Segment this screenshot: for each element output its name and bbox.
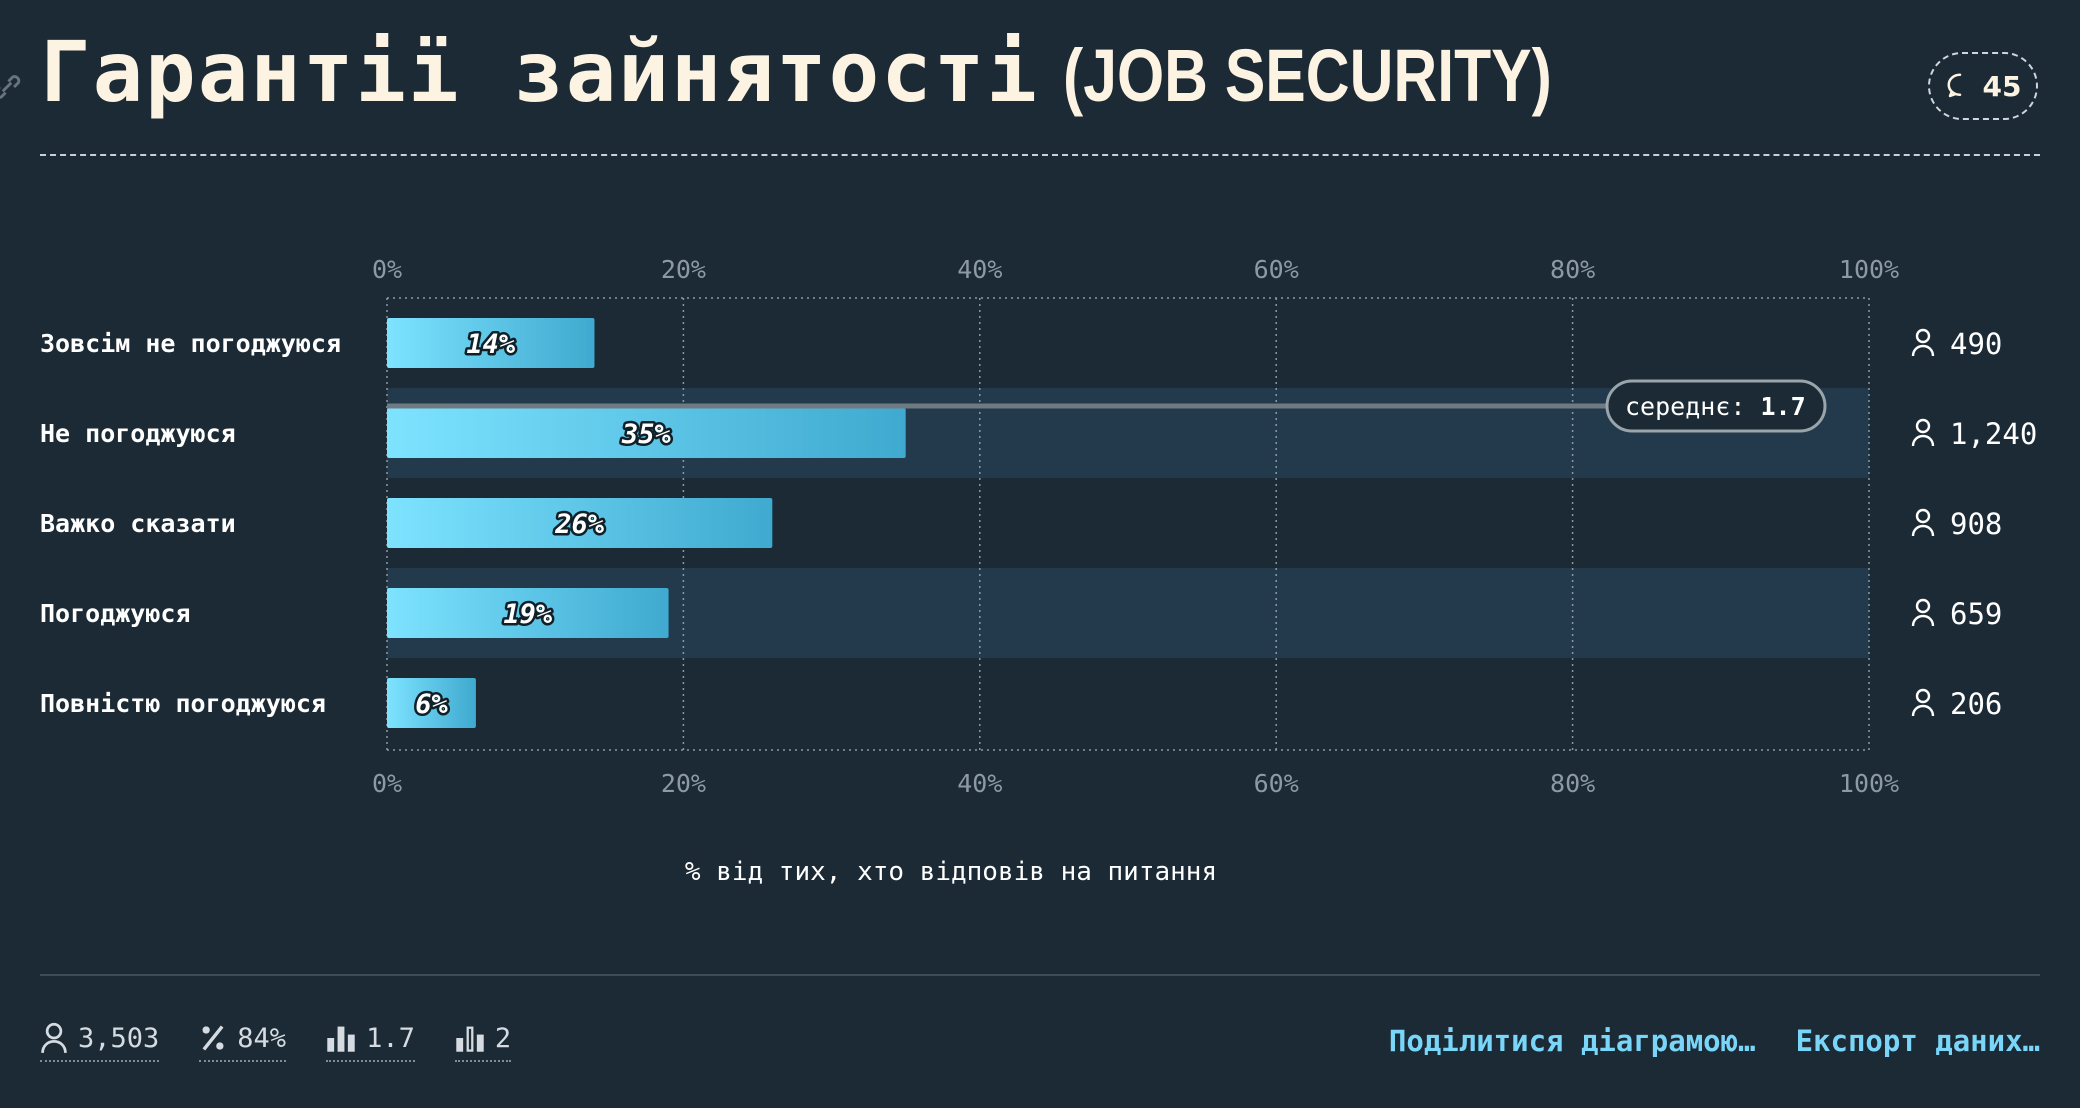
- response-rate-stat[interactable]: 84%: [199, 1022, 287, 1062]
- tick-label-top: 20%: [661, 255, 706, 284]
- mean-stat[interactable]: 1.7: [326, 1022, 415, 1062]
- bar-value-label: 6%: [415, 689, 448, 720]
- category-label: Зовсім не погоджуюся: [40, 329, 341, 358]
- tick-label-bottom: 20%: [661, 769, 706, 798]
- response-count: 490: [1950, 327, 2002, 361]
- comments-button[interactable]: 45: [1928, 52, 2038, 120]
- comment-icon: [1947, 73, 1961, 98]
- response-count: 659: [1950, 597, 2002, 631]
- export-data-button[interactable]: Експорт даних…: [1795, 1024, 2040, 1058]
- category-label: Повністю погоджуюся: [40, 689, 326, 718]
- percent-icon: [202, 1025, 224, 1051]
- bar-value-label: 14%: [466, 329, 516, 360]
- bar-value-label: 26%: [554, 509, 605, 540]
- respondents-value: 3,503: [78, 1022, 160, 1054]
- x-axis-label: % від тих, хто відповів на питання: [685, 857, 1217, 887]
- median-stat[interactable]: 2: [454, 1022, 512, 1062]
- bar-chart: 0% 0% 20% 20% 40% 40% 60% 60% 80% 80% 100% 100% сер…: [40, 255, 2037, 887]
- title-divider: [40, 154, 2040, 156]
- tick-label-bottom: 0%: [372, 769, 402, 798]
- mean-label-pill: [1605, 379, 1827, 433]
- tick-label-bottom: 100%: [1839, 769, 1899, 798]
- title-subtitle: (JOB SECURITY): [1062, 34, 1552, 117]
- summary-stats: 3,503 84% 1.7 2: [40, 1022, 512, 1062]
- mean-chart-icon: [327, 1026, 355, 1052]
- tick-label-top: 100%: [1839, 255, 1899, 284]
- person-icon: [1911, 328, 1935, 357]
- share-chart-button[interactable]: Поділитися діаграмою…: [1388, 1024, 1756, 1058]
- tick-label-top: 0%: [372, 255, 402, 284]
- category-label: Погоджуюся: [40, 599, 191, 628]
- bar-value-label: 19%: [503, 599, 553, 630]
- tick-label-bottom: 80%: [1550, 769, 1595, 798]
- tick-label-bottom: 40%: [957, 769, 1002, 798]
- response-count: 1,240: [1950, 417, 2037, 451]
- bar: [387, 498, 773, 548]
- bar: [387, 678, 476, 728]
- mean-label: середнє: 1.7: [1625, 392, 1806, 421]
- tick-label-top: 80%: [1550, 255, 1595, 284]
- response-rate-value: 84%: [237, 1022, 287, 1054]
- person-icon: [1911, 688, 1935, 717]
- mean-label-text: середнє:: [1625, 392, 1760, 421]
- tick-label-top: 60%: [1254, 255, 1299, 284]
- category-label: Важко сказати: [40, 509, 236, 538]
- mean-value: 1.7: [366, 1022, 415, 1054]
- response-count: 908: [1950, 507, 2002, 541]
- title-main: Гарантії зайнятості: [40, 23, 1039, 121]
- bar: [387, 318, 595, 368]
- comment-count: 45: [1982, 69, 2022, 103]
- median-value: 2: [494, 1022, 512, 1054]
- footer-divider: [40, 974, 2040, 976]
- person-icon: [1911, 418, 1935, 447]
- page-title: Гарантії зайнятості (JOB SECURITY): [40, 30, 1659, 114]
- mean-label-value: 1.7: [1760, 392, 1805, 421]
- link-icon[interactable]: [0, 70, 24, 104]
- category-label: Не погоджуюся: [40, 419, 236, 448]
- median-chart-icon: [456, 1026, 484, 1052]
- bar-value-label: 35%: [621, 419, 672, 450]
- person-icon: [41, 1022, 67, 1053]
- person-icon: [1911, 508, 1935, 537]
- person-icon: [1911, 598, 1935, 627]
- tick-label-top: 40%: [957, 255, 1002, 284]
- respondents-stat[interactable]: 3,503: [40, 1022, 160, 1062]
- bar: [387, 408, 906, 458]
- response-count: 206: [1950, 687, 2002, 721]
- chart-actions: Поділитися діаграмою… Експорт даних…: [1389, 1024, 2040, 1058]
- bar: [387, 588, 669, 638]
- tick-label-bottom: 60%: [1254, 769, 1299, 798]
